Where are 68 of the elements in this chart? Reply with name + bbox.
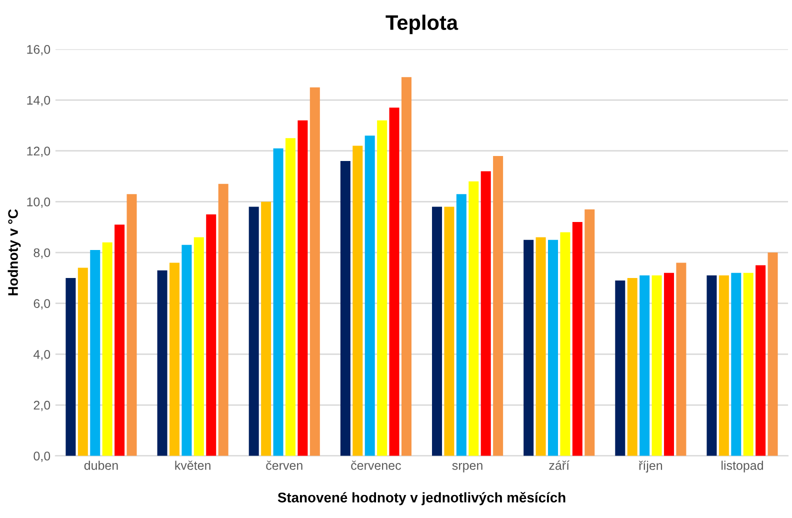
x-tick-label: říjen xyxy=(638,460,662,472)
bar xyxy=(352,146,363,456)
x-tick-label: duben xyxy=(84,460,118,470)
bar xyxy=(444,206,454,456)
bar xyxy=(560,232,570,456)
x-tick-label: květen xyxy=(175,460,210,470)
y-axis-title: Hodnoty v °C xyxy=(8,209,21,296)
bar xyxy=(169,262,180,456)
bar xyxy=(389,108,400,456)
bar xyxy=(480,171,491,456)
y-tick-label: 0,0 xyxy=(34,452,50,462)
bar xyxy=(261,202,272,456)
bar xyxy=(114,224,125,456)
bar xyxy=(627,278,638,456)
x-tick-label: červen xyxy=(266,460,302,470)
y-tick-label: 10,0 xyxy=(27,197,50,208)
y-tick-label: 12,0 xyxy=(27,146,50,157)
bar xyxy=(78,268,88,456)
bar xyxy=(401,77,412,456)
x-axis-title: Stanovené hodnoty v jednotlivých měsících xyxy=(278,492,566,506)
y-tick-label: 6,0 xyxy=(34,299,50,310)
bar xyxy=(536,237,546,456)
bar xyxy=(768,252,778,456)
bar xyxy=(248,206,259,456)
bar xyxy=(718,275,729,456)
y-tick-label: 8,0 xyxy=(34,248,50,259)
y-tick-label: 14,0 xyxy=(27,96,50,106)
bar xyxy=(66,278,76,456)
y-tick-label: 2,0 xyxy=(34,400,50,412)
bar xyxy=(584,209,595,456)
bar xyxy=(194,237,204,456)
bar xyxy=(102,242,112,456)
bar xyxy=(548,240,558,456)
bar xyxy=(468,181,479,456)
x-tick-label: září xyxy=(549,460,570,470)
bar xyxy=(731,272,742,456)
bar xyxy=(676,262,686,456)
bar xyxy=(206,214,216,456)
bar xyxy=(456,194,466,456)
bar xyxy=(572,222,582,456)
bar xyxy=(493,156,504,456)
bar xyxy=(652,275,662,456)
bar xyxy=(273,148,284,456)
bar xyxy=(298,120,308,456)
bar xyxy=(615,280,626,456)
bar xyxy=(182,244,192,456)
bar xyxy=(706,275,717,456)
bar xyxy=(126,194,137,456)
bar xyxy=(756,265,766,456)
chart-title: Teplota xyxy=(386,14,458,34)
bar xyxy=(285,138,296,456)
bar xyxy=(90,250,100,456)
bar xyxy=(524,240,534,456)
x-tick-label: červenec xyxy=(351,460,401,470)
bar xyxy=(157,270,168,456)
bar xyxy=(432,206,442,456)
bar xyxy=(664,272,674,456)
bar xyxy=(218,184,228,456)
bar xyxy=(340,161,350,456)
bar xyxy=(310,87,320,456)
x-tick-label: listopad xyxy=(722,460,763,472)
bar xyxy=(364,136,375,456)
bar xyxy=(743,272,754,456)
bar xyxy=(377,120,388,456)
y-tick-label: 4,0 xyxy=(33,350,50,360)
y-tick-label: 16,0 xyxy=(27,45,50,56)
bar xyxy=(640,275,650,456)
x-tick-label: srpen xyxy=(452,463,482,472)
